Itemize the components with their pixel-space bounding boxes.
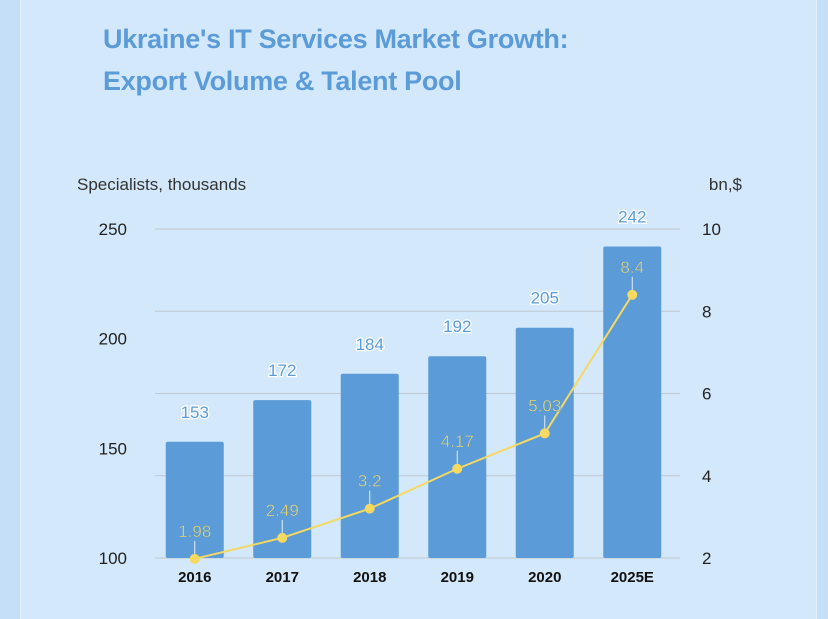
bar-2020 [515, 327, 574, 558]
bar-value-label: 242 [618, 208, 646, 227]
left-axis-label: Specialists, thousands [77, 175, 246, 194]
chart-card: Ukraine's IT Services Market Growth: Exp… [20, 0, 817, 619]
left-tick-label: 150 [99, 439, 127, 458]
left-tick-label: 100 [99, 549, 127, 568]
right-tick-label: 8 [702, 302, 711, 321]
line-value-label: 4.17 [441, 432, 474, 451]
line-point-2018 [364, 503, 375, 514]
line-point-2017 [277, 532, 288, 543]
bar-value-label: 205 [531, 289, 559, 308]
x-tick-label: 2019 [441, 569, 474, 586]
line-point-2019 [452, 463, 463, 474]
bar-value-label: 192 [443, 317, 471, 336]
line-value-label: 1.98 [178, 522, 211, 541]
right-axis-label: bn,$ [709, 175, 743, 194]
bar-value-label: 172 [268, 361, 296, 380]
line-value-label: 5.03 [528, 396, 561, 415]
right-tick-label: 2 [702, 549, 711, 568]
line-value-label: 3.2 [358, 472, 382, 491]
bar-value-label: 184 [356, 335, 384, 354]
line-value-label: 8.4 [620, 258, 644, 277]
x-tick-label: 2020 [528, 569, 561, 586]
right-tick-label: 10 [702, 220, 721, 239]
x-tick-label: 2017 [266, 569, 299, 586]
line-point-2016 [189, 553, 200, 564]
export-line [194, 294, 634, 560]
title-line-2: Export Volume & Talent Pool [103, 66, 462, 96]
title-line-1: Ukraine's IT Services Market Growth: [103, 24, 569, 54]
line-point-2020 [539, 428, 550, 439]
right-tick-label: 6 [702, 385, 711, 404]
bar-2018 [340, 373, 399, 558]
bar-2025E [603, 246, 662, 558]
x-tick-label: 2025E [611, 569, 654, 586]
line-point-2025E [627, 289, 638, 300]
line-value-label: 2.49 [266, 501, 299, 520]
bar-2017 [253, 400, 312, 558]
x-tick-label: 2016 [178, 569, 211, 586]
bar-value-label: 153 [181, 403, 209, 422]
right-tick-label: 4 [702, 467, 711, 486]
chart-title: Ukraine's IT Services Market Growth: Exp… [103, 18, 569, 102]
left-tick-label: 200 [99, 330, 127, 349]
x-tick-label: 2018 [353, 569, 386, 586]
bar-2016 [165, 441, 224, 558]
left-tick-label: 250 [99, 220, 127, 239]
